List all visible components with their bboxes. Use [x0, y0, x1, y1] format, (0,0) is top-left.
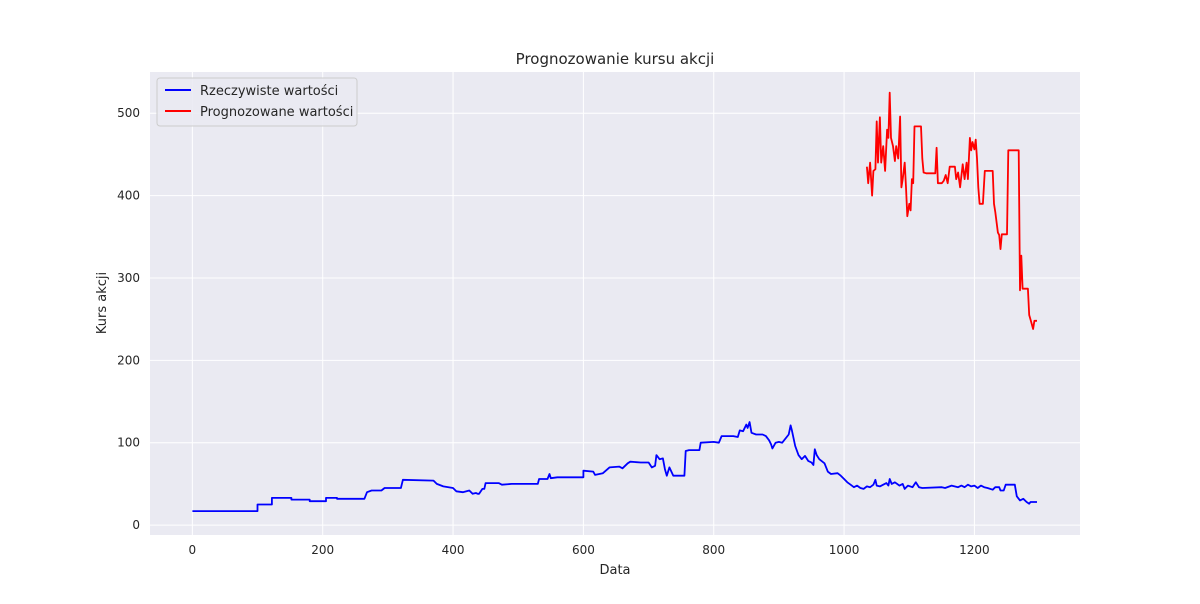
x-tick-label: 1000 [829, 543, 860, 557]
y-tick-label: 100 [117, 436, 140, 450]
x-tick-label: 1200 [959, 543, 990, 557]
series-line-predicted [866, 91, 1037, 330]
legend: Rzeczywiste wartości Prognozowane wartoś… [156, 77, 358, 127]
x-tick-label: 200 [311, 543, 334, 557]
y-tick-label: 0 [132, 518, 140, 532]
y-tick-labels: 0 100 200 300 400 500 [117, 106, 140, 532]
x-tick-label: 0 [189, 543, 197, 557]
legend-box [156, 77, 358, 127]
y-axis-label: Kurs akcji [95, 272, 110, 334]
x-axis-label: Data [599, 563, 630, 578]
legend-label-predicted: Prognozowane wartości [200, 105, 353, 120]
y-tick-label: 300 [117, 271, 140, 285]
series-line-actual [192, 421, 1037, 513]
plot-area [150, 72, 1080, 535]
grid-lines [150, 72, 1080, 535]
y-tick-label: 400 [117, 189, 140, 203]
chart-title: Prognozowanie kursu akcji [516, 50, 715, 68]
x-tick-labels: 0 200 400 600 800 1000 1200 [189, 543, 990, 557]
x-tick-label: 800 [702, 543, 725, 557]
y-tick-label: 200 [117, 353, 140, 367]
series-lines [192, 91, 1037, 513]
legend-label-actual: Rzeczywiste wartości [200, 84, 338, 99]
x-tick-label: 600 [572, 543, 595, 557]
y-tick-label: 500 [117, 106, 140, 120]
x-tick-label: 400 [442, 543, 465, 557]
